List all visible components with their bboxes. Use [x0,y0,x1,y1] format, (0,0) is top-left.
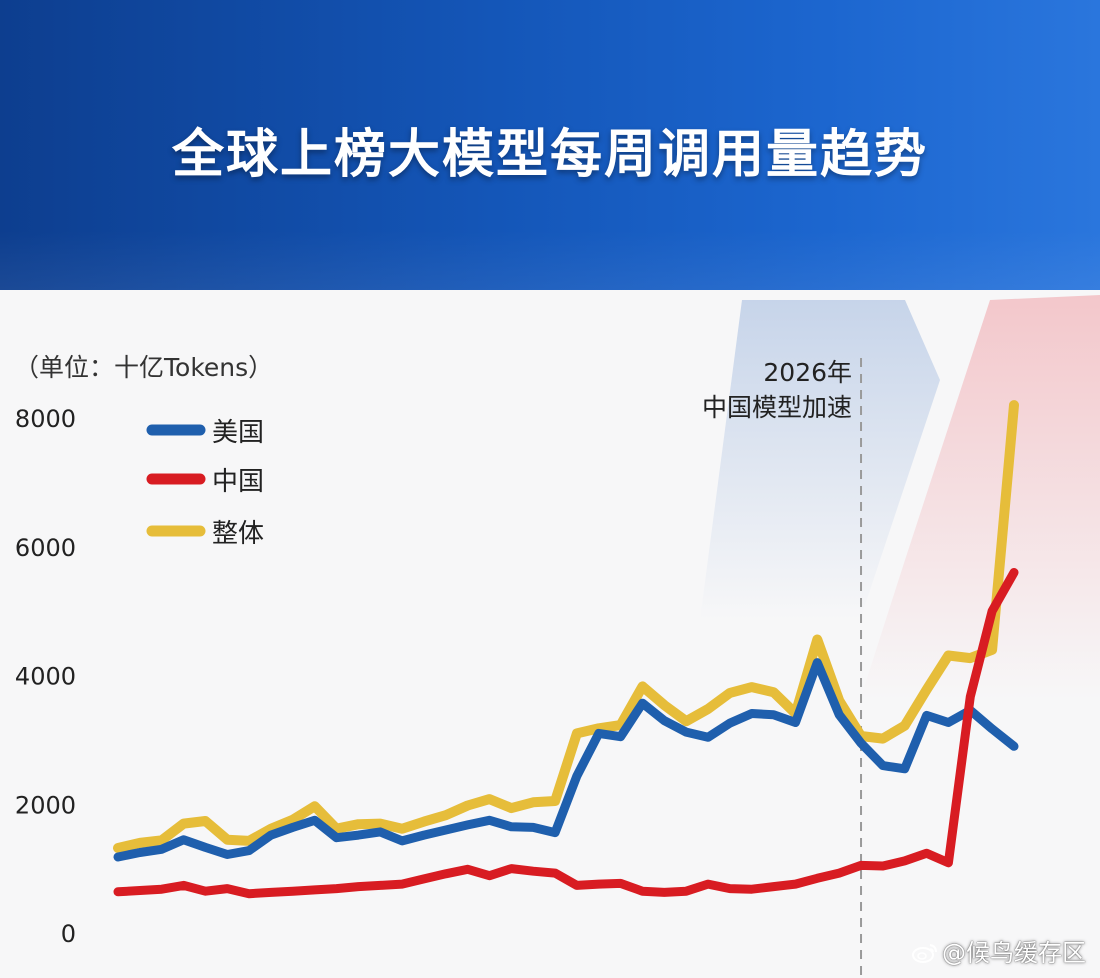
unit-label: （单位：十亿Tokens） [14,353,273,382]
watermark-text: @候鸟缓存区 [942,939,1086,967]
y-tick-label: 4000 [15,663,76,691]
legend-item-china: 中国 [146,467,264,497]
chart: （单位：十亿Tokens） 0 2000 4000 6000 8000 美国 中国 整体… [14,295,1100,975]
series-line-total [113,400,1019,853]
page-title: 全球上榜大模型每周调用量趋势 [171,125,928,185]
y-axis-ticks: 0 2000 4000 6000 8000 [15,405,76,948]
legend-item-total: 整体 [146,519,264,549]
series-layer [113,400,1019,899]
legend-label-usa: 美国 [212,418,264,448]
legend-item-usa: 美国 [146,418,264,448]
weibo-icon [912,944,937,963]
watermark: @候鸟缓存区 [912,933,1086,968]
annotation-2026: 2026年 中国模型加速 [702,358,863,975]
legend: 美国 中国 整体 [146,418,264,549]
legend-label-total: 整体 [212,519,264,549]
annotation-year: 2026年 [763,358,852,387]
y-tick-label: 6000 [15,534,76,562]
header-banner: 全球上榜大模型每周调用量趋势 [0,0,1100,290]
series-line-usa [113,658,1019,862]
legend-label-china: 中国 [212,467,264,497]
y-tick-label: 8000 [15,405,76,433]
background-decoration [700,295,1100,700]
series-line-china [113,568,1019,899]
y-tick-label: 0 [61,920,76,948]
annotation-text: 中国模型加速 [702,393,852,422]
y-tick-label: 2000 [15,791,76,819]
